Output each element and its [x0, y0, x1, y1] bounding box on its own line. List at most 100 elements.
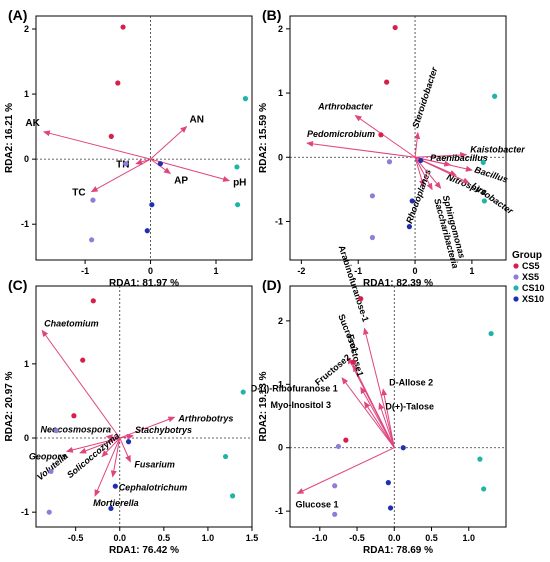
- arrow-label: D-Allose 2: [389, 377, 433, 387]
- sample-point: [406, 224, 412, 230]
- plot-frame: [289, 15, 507, 261]
- loading-arrow: [414, 157, 433, 191]
- x-tick-label: -0.5: [68, 533, 84, 543]
- loading-arrow: [41, 329, 121, 439]
- sample-point: [477, 456, 483, 462]
- sample-point: [108, 133, 114, 139]
- loading-arrow: [341, 377, 395, 449]
- y-tick-label: 2: [278, 316, 283, 326]
- arrow-label: Glucose 1: [295, 499, 338, 509]
- arrow-label: Stachybotrys: [135, 425, 192, 435]
- sample-point: [400, 445, 406, 451]
- panel-label: (B): [262, 7, 281, 23]
- loading-arrow: [150, 125, 188, 160]
- y-tick-label: 1: [24, 89, 29, 99]
- arrow-label: AN: [190, 115, 204, 126]
- sample-point: [378, 132, 384, 138]
- sample-point: [492, 93, 498, 99]
- x-tick-label: 1.5: [246, 533, 259, 543]
- sample-point: [144, 228, 150, 234]
- x-tick-label: 1: [213, 266, 218, 276]
- loading-arrow: [110, 437, 121, 478]
- panel-d: (D) -1.0 -0.5 0.0 0.5 1.0 -1 0 1 2 RDA1: 78.69 % R…: [251, 244, 507, 556]
- plot-frame: [35, 285, 253, 528]
- panel-b: (B) -2 -1 0 1 -1 0 1 2 RDA1: 82.39 % RDA2: 15.59 …: [258, 7, 525, 289]
- sample-point: [343, 437, 349, 443]
- loading-arrow: [381, 388, 395, 448]
- y-tick-label: 2: [278, 24, 283, 34]
- sample-point: [80, 357, 86, 363]
- sample-point: [234, 164, 240, 170]
- y-tick-label: -1: [21, 507, 29, 517]
- y-axis-title: RDA2: 15.59 %: [258, 103, 269, 173]
- y-tick-label: 2: [24, 24, 29, 34]
- loading-arrow: [101, 437, 121, 458]
- x-axis-title: RDA1: 81.97 %: [109, 278, 179, 289]
- sample-point: [332, 483, 338, 489]
- arrow-label: D-(-)-Ribofuranose 1: [251, 383, 338, 393]
- x-axis-title: RDA1: 76.42 %: [109, 545, 179, 556]
- sample-point: [240, 389, 246, 395]
- sample-point: [392, 24, 398, 31]
- sample-point: [385, 480, 391, 486]
- arrow-label: AP: [174, 175, 188, 186]
- arrow-label: Fusarium: [134, 460, 175, 470]
- plot-frame: [35, 15, 253, 261]
- legend-marker: [513, 274, 519, 280]
- x-tick-label: -1: [81, 266, 89, 276]
- loading-arrow: [150, 158, 171, 175]
- legend-marker: [513, 296, 519, 302]
- arrow-label: Kaistobacter: [470, 145, 525, 155]
- sample-point: [112, 483, 118, 489]
- x-axis-title: RDA1: 78.69 %: [363, 545, 433, 556]
- x-tick-label: -1.0: [312, 533, 328, 543]
- panel-label: (D): [262, 277, 281, 293]
- arrow-label: Arthrobacter: [317, 102, 373, 112]
- panel-label: (A): [8, 7, 27, 23]
- loading-arrow: [42, 130, 151, 160]
- y-tick-label: 1: [24, 359, 29, 369]
- sample-point: [386, 159, 393, 165]
- sample-point: [409, 198, 415, 204]
- sample-point: [350, 359, 356, 365]
- panel-c: (C) -0.5 0.0 0.5 1.0 1.5 -1 0 1 RDA1: 76.42 % RDA…: [4, 277, 258, 556]
- sample-point: [384, 79, 390, 85]
- loading-arrow: [65, 437, 120, 453]
- x-tick-label: 0: [148, 266, 153, 276]
- sample-point: [480, 159, 486, 165]
- plot-frame: [289, 285, 507, 528]
- legend-label: XS10: [522, 294, 544, 304]
- sample-point: [123, 161, 129, 167]
- arrow-label: Mortierella: [93, 498, 139, 508]
- x-tick-label: 0: [413, 266, 418, 276]
- arrow-label: Pedomicrobium: [307, 129, 375, 139]
- arrow-label: Myo-Inositol 3: [270, 400, 331, 410]
- loading-arrow: [105, 434, 120, 441]
- y-tick-label: -1: [21, 219, 29, 229]
- arrow-label: Paenibacillus: [430, 153, 488, 163]
- sample-point: [387, 505, 394, 511]
- y-tick-label: -1: [275, 216, 283, 226]
- sample-point: [108, 505, 114, 512]
- x-tick-label: 0.5: [425, 533, 438, 543]
- y-tick-label: 1: [278, 88, 283, 98]
- sample-point: [358, 296, 364, 302]
- legend-label: CS10: [522, 283, 545, 293]
- sample-point: [418, 157, 424, 164]
- loading-arrow: [414, 156, 470, 184]
- arrow-label: D(+)-Talose: [385, 401, 434, 411]
- sample-point: [230, 493, 236, 499]
- sample-point: [369, 234, 376, 241]
- legend-title: Group: [512, 250, 542, 261]
- sample-point: [481, 198, 487, 204]
- legend-marker: [513, 285, 519, 291]
- x-tick-label: 1.0: [463, 533, 476, 543]
- loading-arrow: [79, 437, 120, 454]
- panel-label: (C): [8, 277, 27, 293]
- loading-arrow: [378, 402, 395, 448]
- sample-point: [488, 330, 494, 337]
- legend-label: CS5: [522, 261, 540, 271]
- loading-arrow: [363, 327, 395, 448]
